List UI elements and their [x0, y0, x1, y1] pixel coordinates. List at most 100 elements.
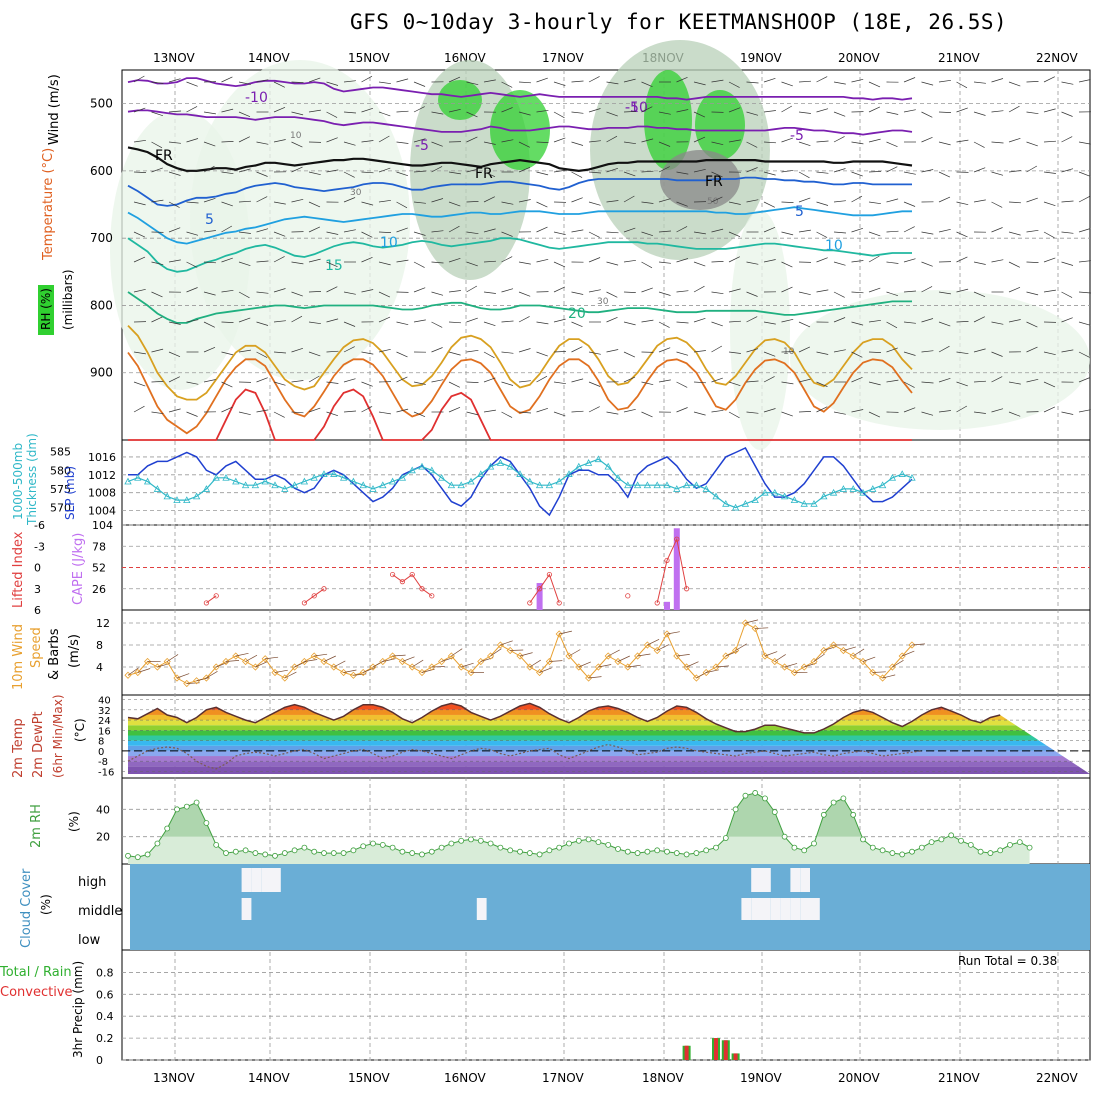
wind-barb — [851, 376, 863, 383]
wind-barb — [903, 201, 916, 207]
rh2m-axis-label: 2m RH — [29, 804, 44, 848]
wind-barb — [746, 380, 759, 383]
wind-barb — [168, 171, 181, 176]
wind-barb — [746, 261, 759, 265]
wind-barb — [921, 261, 933, 267]
wind-barb — [606, 291, 618, 298]
wind-barb — [361, 201, 374, 206]
rh-marker — [1026, 844, 1033, 851]
date-label-top: 19NOV — [740, 51, 782, 65]
thickness-tick-label: 580 — [50, 464, 71, 477]
wind-barb — [991, 78, 1004, 83]
wind-barb — [938, 196, 951, 203]
wind-barb — [256, 409, 269, 413]
rh-marker — [350, 847, 357, 854]
thickness-marker — [908, 473, 916, 481]
wind-speed-marker — [830, 641, 838, 649]
wind-barb-10m — [696, 671, 708, 679]
wind-barb — [816, 289, 829, 293]
li-tick-label: 6 — [34, 604, 41, 617]
wind-barb — [658, 198, 671, 203]
thickness-marker — [290, 481, 299, 489]
wind-barb — [291, 141, 303, 148]
cloud-cell — [770, 898, 781, 920]
rh-marker — [850, 811, 857, 818]
wind-barb — [1078, 291, 1092, 294]
rh-marker — [164, 825, 171, 832]
wind-barb — [1043, 140, 1057, 143]
rh-marker — [664, 848, 670, 855]
wind-barb — [746, 141, 758, 148]
wind-barb-10m — [676, 654, 690, 657]
wind-barb — [238, 261, 251, 267]
wind-barb — [221, 351, 234, 356]
thickness-marker — [281, 485, 289, 492]
wind-barb — [606, 349, 619, 353]
rh-marker — [781, 833, 788, 840]
wind-barb — [693, 168, 706, 173]
rh-marker — [967, 841, 974, 848]
thickness-marker — [878, 481, 887, 489]
rh-marker — [703, 847, 710, 854]
wind-barb — [588, 406, 600, 413]
wind-barb — [938, 377, 951, 383]
wind-barb — [833, 411, 846, 415]
wind-barb-10m — [225, 660, 240, 662]
li-tick-label: -3 — [34, 540, 45, 553]
cape-bar — [664, 601, 670, 610]
wind-barb — [938, 171, 951, 178]
wind-barb — [238, 317, 251, 323]
wind-barb — [291, 291, 303, 297]
wind-barb — [868, 351, 882, 353]
wind-barb — [868, 231, 881, 237]
wind-barb — [501, 139, 514, 143]
wind-barb — [273, 231, 286, 237]
wind-barb — [658, 379, 671, 383]
wind-barb — [273, 106, 286, 113]
li-marker — [429, 593, 435, 599]
thickness-marker — [202, 485, 211, 492]
wind-speed-marker — [144, 657, 152, 666]
wind-barb — [1078, 196, 1090, 203]
wind-barb-10m — [294, 660, 307, 668]
wind-barb — [641, 261, 653, 269]
date-label-bottom: 16NOV — [444, 1071, 486, 1085]
temp-tick-label: 24 — [98, 716, 111, 727]
thickness-marker — [251, 481, 260, 489]
thickness-marker — [741, 499, 750, 507]
wind-barb — [868, 106, 881, 113]
slp-tick-label: 1008 — [88, 487, 116, 500]
cloud-cell — [751, 868, 761, 892]
wind-barb-10m — [314, 653, 328, 657]
wind-barb — [466, 381, 479, 383]
wind-barb — [816, 406, 828, 413]
wind-barb — [396, 259, 409, 263]
wind-barb — [868, 255, 880, 263]
rh-marker — [752, 790, 759, 796]
wind-barb — [221, 257, 233, 263]
wind-barb — [658, 166, 670, 173]
wind-barb — [203, 111, 216, 115]
wind-speed-marker — [545, 657, 553, 666]
wind-barb — [798, 80, 812, 83]
rh-marker — [487, 840, 494, 847]
date-label-bottom: 17NOV — [542, 1071, 584, 1085]
isotherm-label: 10 — [290, 131, 302, 141]
wind-barb — [1008, 381, 1021, 385]
thickness-marker — [241, 481, 250, 489]
wind-barb — [501, 381, 514, 386]
wind-barb — [606, 231, 619, 234]
thickness-marker — [173, 496, 181, 504]
wind-barb — [1008, 261, 1020, 268]
wind-speed-marker — [879, 674, 887, 682]
wind-barb — [291, 166, 303, 173]
wind-barb — [938, 79, 951, 83]
rh-marker — [987, 850, 994, 856]
wind-barb — [781, 105, 793, 113]
rh-marker — [722, 835, 729, 841]
wind-barb — [676, 201, 688, 207]
wind-barb — [641, 287, 653, 293]
cape-bar — [536, 583, 543, 610]
thickness-marker — [624, 481, 632, 489]
wind-barb — [273, 201, 286, 205]
